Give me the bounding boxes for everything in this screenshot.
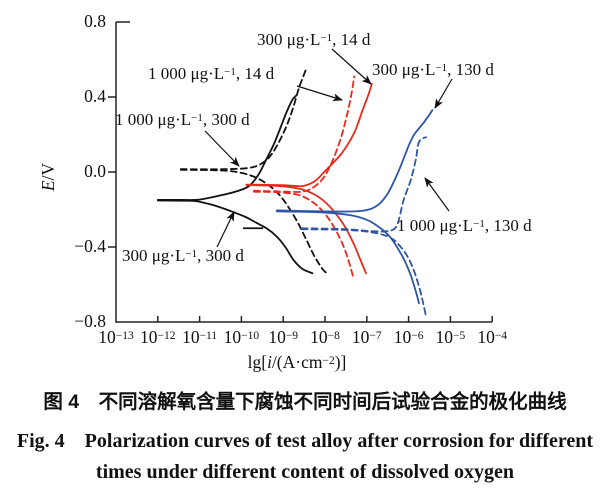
text-part: , 130 d (447, 60, 494, 79)
curve-red-solid-anodic (245, 83, 373, 188)
curve-black-solid-cathodic (156, 199, 314, 275)
curve-blue-solid-cathodic (276, 210, 420, 305)
y-tick-label: 0.8 (84, 11, 106, 31)
text-part: 300 μg·L (372, 60, 436, 79)
x-tick-label: 10−5 (424, 326, 476, 347)
tick-exponent: −8 (327, 330, 340, 342)
polarization-plot-canvas (108, 21, 493, 323)
caption-english-line1: Fig. 4 Polarization curves of test alloy… (16, 430, 594, 452)
y-tick-label: 0.0 (84, 161, 106, 181)
text-part: −1 (473, 218, 485, 230)
annotation-arrow-blue-solid (434, 78, 453, 109)
tick-exponent: −7 (369, 330, 382, 342)
text-part: , 300 d (202, 110, 250, 129)
annotation-arrow-red-solid (331, 48, 372, 85)
tick-exponent: −5 (453, 330, 466, 342)
curve-black-dashed-anodic (179, 68, 308, 171)
tick-exponent: −12 (157, 330, 176, 342)
curve-black-solid-anodic (156, 94, 298, 201)
tick-base: 10 (310, 327, 328, 347)
text-part: −1 (185, 248, 198, 260)
curve-black-dashed-cathodic (179, 168, 328, 275)
curve-blue-dashed-cathodic (300, 228, 428, 319)
tick-base: 10 (477, 327, 495, 347)
tick-base: 10 (98, 327, 116, 347)
text-part: 300 μg·L (122, 246, 186, 265)
tick-exponent: −13 (115, 330, 134, 342)
x-tick-label: 10−4 (466, 326, 518, 347)
text-part: 300 μg·L (257, 30, 321, 49)
curve-label-blue-dashed: 1 000 μg·L−1, 130 d (397, 215, 532, 235)
annotation-arrow-red-dashed (296, 85, 343, 102)
x-tick-label: 10−8 (299, 326, 351, 347)
tick-base: 10 (435, 327, 454, 347)
text-part: lg[ (247, 352, 268, 372)
text-part: 1 000 μg·L (148, 64, 225, 83)
tick-base: 10 (268, 327, 286, 347)
text-part: /(A·cm (271, 352, 323, 372)
y-axis-label: E/V (37, 147, 59, 207)
curve-red-dashed-anodic (253, 75, 356, 193)
x-axis-label: lg[i/(A·cm−2)] (172, 352, 422, 373)
annotation-arrow-black-solid (216, 211, 235, 248)
curve-blue-solid-anodic (276, 109, 434, 213)
text-part: , 300 d (197, 246, 244, 265)
annotation-arrow-black-dashed (204, 130, 240, 167)
tick-base: 10 (182, 327, 200, 347)
tick-exponent: −11 (199, 330, 218, 342)
text-part: −2 (322, 355, 335, 367)
tick-base: 10 (140, 327, 158, 347)
tick-exponent: −4 (494, 330, 508, 342)
y-tick-label: −0.4 (74, 236, 106, 256)
y-tick-label: 0.4 (84, 86, 106, 106)
text-part: /V (38, 162, 58, 181)
tick-base: 10 (223, 327, 242, 347)
curve-label-red-dashed: 1 000 μg·L−1, 14 d (148, 63, 274, 83)
tick-base: 10 (351, 327, 370, 347)
curve-label-black-dashed: 1 000 μg·L−1, 300 d (115, 109, 250, 129)
text-part: −1 (224, 66, 236, 78)
tick-exponent: −9 (285, 330, 299, 342)
figure-caption: 图 4 不同溶解氧含量下腐蚀不同时间后试验合金的极化曲线 Fig. 4 Pola… (0, 389, 610, 488)
annotation-arrow-blue-dashed (424, 177, 450, 212)
tick-exponent: −10 (241, 330, 260, 342)
text-part: 1 000 μg·L (115, 110, 192, 129)
text-part: i (267, 352, 272, 372)
curve-red-solid-cathodic (245, 184, 367, 275)
caption-english-line2: times under different content of dissolv… (95, 461, 515, 483)
text-part: , 14 d (235, 64, 275, 83)
text-part: −1 (191, 112, 203, 124)
x-tick-label: 10−12 (132, 326, 184, 347)
text-part: )] (334, 352, 347, 372)
text-part: , 130 d (484, 216, 532, 235)
x-tick-label: 10−7 (341, 326, 393, 347)
curve-label-red-solid: 300 μg·L−1, 14 d (257, 29, 370, 49)
x-tick-label: 10−10 (215, 326, 267, 347)
x-tick-label: 10−13 (90, 326, 142, 347)
x-tick-label: 10−9 (257, 326, 309, 347)
caption-chinese: 图 4 不同溶解氧含量下腐蚀不同时间后试验合金的极化曲线 (43, 391, 567, 413)
text-part: −1 (320, 32, 333, 44)
text-part: , 14 d (332, 30, 371, 49)
x-tick-label: 10−6 (383, 326, 435, 347)
text-part: E (38, 180, 58, 192)
curve-label-blue-solid: 300 μg·L−1, 130 d (372, 59, 494, 79)
tick-base: 10 (393, 327, 412, 347)
text-part: −1 (435, 62, 448, 74)
y-tick-label: −0.8 (74, 311, 106, 331)
text-part: 1 000 μg·L (397, 216, 474, 235)
curve-label-black-solid: 300 μg·L−1, 300 d (122, 245, 244, 265)
curve-red-dashed-cathodic (253, 190, 355, 279)
x-tick-label: 10−11 (174, 326, 226, 347)
tick-exponent: −6 (411, 330, 424, 342)
